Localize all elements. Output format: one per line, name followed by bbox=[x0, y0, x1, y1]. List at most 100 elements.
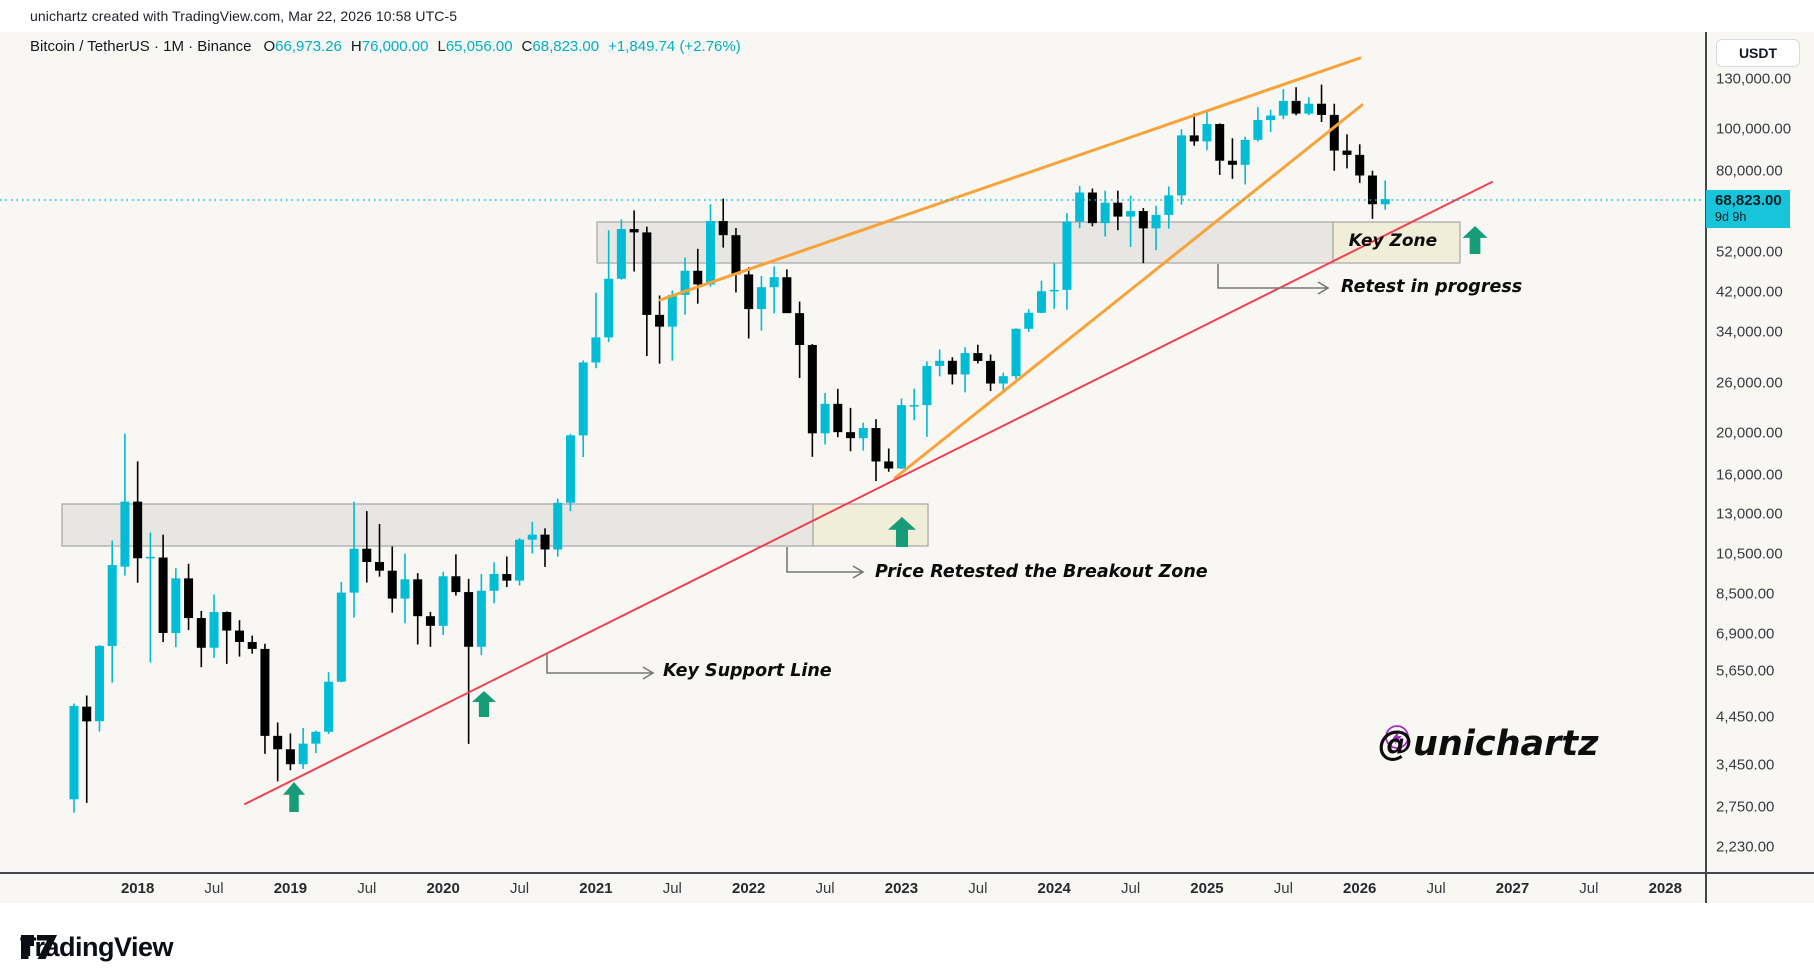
candle-up bbox=[438, 576, 448, 626]
candle-up bbox=[298, 743, 308, 765]
symbol-title: Bitcoin / TetherUS · 1M · Binance bbox=[30, 38, 252, 55]
ascending-trendline-lower[interactable] bbox=[893, 103, 1364, 480]
candle-down bbox=[425, 616, 435, 626]
candle-down bbox=[871, 428, 881, 462]
candle-up bbox=[349, 548, 359, 593]
price-tick-label: 34,000.00 bbox=[1716, 323, 1783, 341]
candle-up bbox=[820, 403, 830, 434]
candle-up bbox=[489, 574, 499, 591]
candle-up bbox=[1011, 328, 1021, 377]
candle-up bbox=[515, 539, 525, 581]
candle-down bbox=[1355, 154, 1365, 176]
candle-up bbox=[616, 229, 626, 279]
candle-up bbox=[1253, 120, 1263, 140]
time-tick-year: 2026 bbox=[1343, 880, 1377, 897]
support-resistance-zone[interactable] bbox=[61, 503, 814, 547]
candle-up bbox=[565, 435, 575, 503]
candle-down bbox=[795, 313, 805, 346]
candle-up bbox=[527, 534, 537, 540]
symbol-legend[interactable]: Bitcoin / TetherUS · 1M · Binance O66,973… bbox=[30, 38, 750, 55]
candle-down bbox=[362, 548, 372, 562]
time-tick-month: Jul bbox=[1426, 880, 1446, 897]
time-tick-year: 2022 bbox=[732, 880, 766, 897]
tradingview-logo-icon bbox=[21, 935, 57, 959]
candle-down bbox=[986, 360, 996, 384]
ohlc-values: O66,973.26 H76,000.00 L65,056.00 C68,823.00 bbox=[263, 38, 608, 55]
candle-up bbox=[1240, 139, 1250, 165]
candle-down bbox=[1342, 150, 1352, 155]
tradingview-logo[interactable]: TradingView bbox=[20, 932, 174, 963]
connector-arrowhead-icon bbox=[1317, 281, 1330, 295]
candle-down bbox=[973, 353, 983, 361]
candle-up bbox=[553, 502, 563, 550]
time-tick-year: 2020 bbox=[426, 880, 460, 897]
time-tick-month: Jul bbox=[815, 880, 835, 897]
candle-down bbox=[413, 579, 423, 617]
price-tick-label: 6,900.00 bbox=[1716, 625, 1775, 643]
time-tick-year: 2021 bbox=[579, 880, 613, 897]
connector-arrowhead-icon bbox=[642, 666, 655, 680]
candle-down bbox=[782, 277, 792, 314]
price-tick-label: 4,450.00 bbox=[1716, 708, 1775, 726]
candle-down bbox=[1138, 211, 1148, 229]
price-tick-label: 13,000.00 bbox=[1716, 505, 1783, 523]
candle-down bbox=[833, 403, 843, 433]
candle-down bbox=[807, 345, 817, 434]
candle-up bbox=[706, 221, 715, 285]
candle-up bbox=[336, 592, 346, 682]
candle-down bbox=[846, 432, 856, 439]
connector-arrowhead-icon bbox=[852, 565, 865, 579]
candle-down bbox=[222, 612, 232, 631]
candle-up bbox=[120, 501, 130, 567]
annotation-connector bbox=[786, 547, 862, 573]
candle-up bbox=[69, 706, 79, 800]
candle-up bbox=[400, 579, 410, 599]
candle-up bbox=[1304, 103, 1314, 114]
candle-up bbox=[604, 278, 614, 338]
candle-up bbox=[1062, 221, 1072, 290]
candle-down bbox=[158, 557, 168, 633]
candle-up bbox=[1278, 100, 1288, 116]
candle-down bbox=[1215, 124, 1225, 161]
candle-down bbox=[451, 576, 461, 593]
time-tick-month: Jul bbox=[1120, 880, 1141, 897]
candle-up bbox=[1036, 291, 1046, 313]
currency-toggle-button[interactable]: USDT bbox=[1716, 39, 1800, 67]
author-watermark: @unichartz bbox=[1378, 724, 1599, 764]
price-axis-border bbox=[1705, 32, 1707, 903]
candle-down bbox=[196, 618, 206, 648]
candle-down bbox=[375, 561, 385, 571]
price-tick-label: 52,000.00 bbox=[1716, 243, 1783, 261]
candle-up bbox=[94, 645, 104, 722]
candle-down bbox=[947, 360, 957, 375]
candle-up bbox=[324, 681, 334, 732]
price-tick-label: 8,500.00 bbox=[1716, 585, 1775, 603]
candle-down bbox=[247, 641, 257, 649]
candle-up bbox=[909, 405, 919, 407]
candle-down bbox=[642, 232, 652, 315]
time-tick-year: 2023 bbox=[884, 880, 919, 897]
time-tick-year: 2025 bbox=[1190, 880, 1224, 897]
time-tick-month: Jul bbox=[204, 880, 224, 897]
price-tick-label: 80,000.00 bbox=[1716, 162, 1783, 180]
candle-down bbox=[629, 229, 639, 233]
candle-up bbox=[1126, 211, 1136, 217]
candle-down bbox=[133, 501, 143, 559]
bar-countdown: 9d 9h bbox=[1715, 210, 1747, 224]
candle-down bbox=[731, 235, 741, 275]
candle-down bbox=[1329, 114, 1339, 151]
flash-icon[interactable] bbox=[1385, 725, 1409, 749]
key-support-trendline[interactable] bbox=[244, 181, 1493, 805]
candle-up bbox=[1164, 195, 1174, 215]
last-price-value: 68,823.00 bbox=[1715, 192, 1782, 209]
candle-up bbox=[171, 578, 181, 634]
candle-down bbox=[1317, 103, 1327, 115]
flash-bolt-icon bbox=[1392, 730, 1402, 745]
candle-up bbox=[1100, 202, 1110, 224]
ascending-trendline-upper[interactable] bbox=[658, 56, 1362, 302]
candle-down bbox=[1291, 100, 1301, 114]
candle-up bbox=[935, 360, 945, 366]
price-tick-label: 10,500.00 bbox=[1716, 545, 1783, 563]
candle-up bbox=[1049, 289, 1059, 292]
